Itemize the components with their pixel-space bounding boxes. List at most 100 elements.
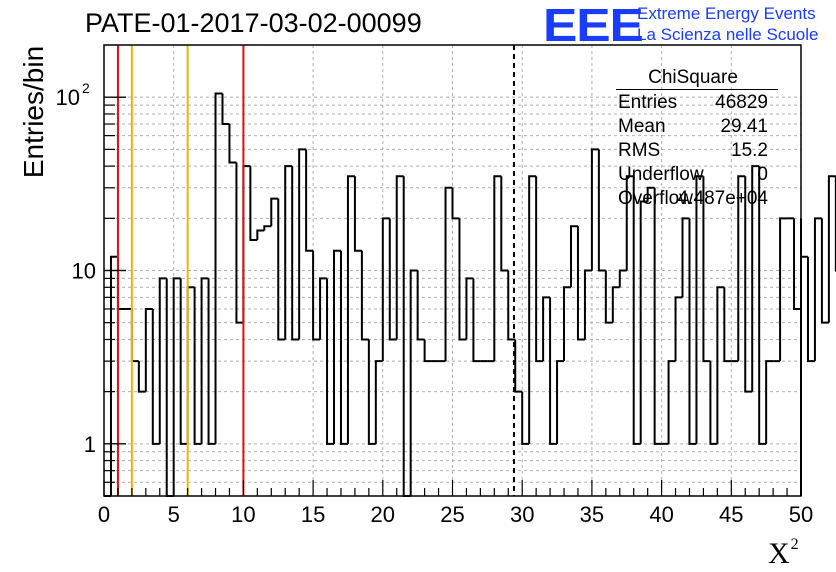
x-tick-label: 5 bbox=[168, 502, 180, 527]
histogram-bin bbox=[472, 278, 481, 363]
histogram-bin bbox=[507, 270, 516, 341]
histogram-bin bbox=[221, 93, 230, 126]
x-tick-label: 35 bbox=[580, 502, 604, 527]
histogram-bin bbox=[549, 297, 558, 445]
stats-row-underflow: Underflow 0 bbox=[618, 164, 768, 188]
histogram-bin bbox=[214, 92, 223, 444]
y-tick-label: 1 bbox=[84, 432, 96, 457]
histogram-bin bbox=[765, 360, 774, 444]
histogram-bin bbox=[346, 175, 355, 444]
histogram-bin bbox=[667, 360, 676, 444]
histogram-bin bbox=[521, 391, 530, 445]
histogram-bin bbox=[193, 287, 202, 445]
histogram-bin bbox=[381, 217, 390, 362]
histogram-bin bbox=[172, 277, 181, 496]
logo-subtitle-1: Extreme Energy Events bbox=[637, 4, 816, 23]
histogram-bin bbox=[360, 250, 369, 341]
histogram-bin bbox=[465, 277, 474, 340]
histogram-bin bbox=[409, 269, 418, 496]
histogram-bin bbox=[165, 278, 174, 497]
stats-row-entries: Entries 46829 bbox=[618, 92, 768, 116]
histogram-bin bbox=[674, 296, 683, 362]
y-axis-label: Entries/bin bbox=[18, 45, 49, 179]
histogram-bin bbox=[451, 187, 460, 220]
y-tick-label: 10 bbox=[56, 85, 80, 110]
histogram-bin bbox=[144, 307, 153, 392]
histogram-bin bbox=[116, 256, 125, 310]
y-tick-label-exponent: 2 bbox=[82, 80, 90, 96]
histogram-bin bbox=[688, 218, 697, 445]
x-tick-label: 50 bbox=[789, 502, 813, 527]
histogram-bin bbox=[339, 250, 348, 445]
histogram-bin bbox=[423, 339, 432, 363]
histogram-bin bbox=[528, 175, 537, 444]
histogram-bin bbox=[604, 270, 613, 324]
histogram-bin bbox=[751, 165, 760, 392]
histogram-bin bbox=[200, 277, 209, 444]
stats-value: 15.2 bbox=[731, 140, 768, 161]
histogram-bin bbox=[695, 175, 704, 444]
histogram-bin bbox=[632, 176, 641, 445]
x-tick-label: 30 bbox=[510, 502, 534, 527]
histogram-bin bbox=[744, 176, 753, 393]
stats-row-mean: Mean 29.41 bbox=[618, 116, 768, 140]
histogram-bin bbox=[723, 287, 732, 363]
x-tick-label: 45 bbox=[719, 502, 743, 527]
histogram-bin bbox=[228, 124, 237, 164]
histogram-bin bbox=[130, 308, 139, 363]
x-tick-label: 10 bbox=[231, 502, 255, 527]
stats-label: Underflow bbox=[618, 164, 704, 185]
histogram-bin bbox=[556, 360, 565, 444]
stats-row-rms: RMS 15.2 bbox=[618, 140, 768, 164]
stats-value: 29.41 bbox=[720, 116, 768, 137]
stats-box: ChiSquare Entries 46829 Mean 29.41 RMS 1… bbox=[608, 62, 778, 212]
histogram-bin bbox=[179, 278, 188, 445]
histogram-bin bbox=[806, 256, 815, 363]
histogram-bin bbox=[800, 255, 808, 309]
histogram-bin bbox=[109, 255, 118, 496]
histogram-bin bbox=[813, 217, 822, 362]
histogram-bin bbox=[305, 149, 314, 252]
x-axis-label-sup: 2 bbox=[790, 536, 799, 553]
histogram-bin bbox=[270, 197, 279, 227]
histogram-bin bbox=[284, 165, 293, 340]
histogram-bin bbox=[653, 187, 662, 445]
stats-row-overflow: Overflow 4.487e+04 bbox=[618, 188, 768, 212]
axis-ticks bbox=[103, 96, 802, 496]
histogram-bars bbox=[104, 92, 836, 497]
histogram-bin bbox=[326, 278, 335, 445]
histogram-bin bbox=[263, 225, 272, 231]
x-tick-label: 20 bbox=[371, 502, 395, 527]
x-axis-label: X2 bbox=[768, 536, 799, 571]
histogram-bin bbox=[646, 186, 655, 202]
histogram-bin bbox=[576, 226, 585, 341]
x-tick-label: 0 bbox=[98, 502, 110, 527]
histogram-bin bbox=[535, 176, 544, 363]
histogram-bin bbox=[611, 286, 620, 323]
histogram-bin bbox=[186, 286, 195, 444]
stats-title: ChiSquare bbox=[648, 67, 738, 88]
histogram-bin bbox=[151, 308, 160, 445]
histogram-bin bbox=[312, 250, 321, 341]
histogram-bin bbox=[820, 218, 829, 324]
histogram-bin bbox=[618, 269, 627, 288]
histogram-bin bbox=[514, 339, 523, 393]
histogram-bin bbox=[395, 175, 404, 340]
histogram-bin bbox=[249, 166, 258, 241]
histogram-bin bbox=[625, 175, 634, 271]
histogram-bin bbox=[542, 296, 551, 362]
histogram-bin bbox=[709, 361, 718, 445]
stats-value: 0 bbox=[757, 164, 768, 185]
logo-subtitle-2: La Scienza nelle Scuole bbox=[637, 25, 819, 44]
histogram-bin bbox=[583, 269, 592, 340]
histogram-bin bbox=[737, 175, 746, 362]
grid-lines bbox=[104, 45, 801, 496]
stats-value: 4.487e+04 bbox=[677, 188, 768, 209]
histogram-bin bbox=[277, 198, 286, 341]
stats-divider bbox=[616, 89, 778, 90]
x-axis-label-text: X bbox=[768, 537, 790, 570]
y-tick-label: 10 bbox=[72, 259, 96, 284]
page-title: PATE-01-2017-03-02-00099 bbox=[85, 8, 422, 38]
